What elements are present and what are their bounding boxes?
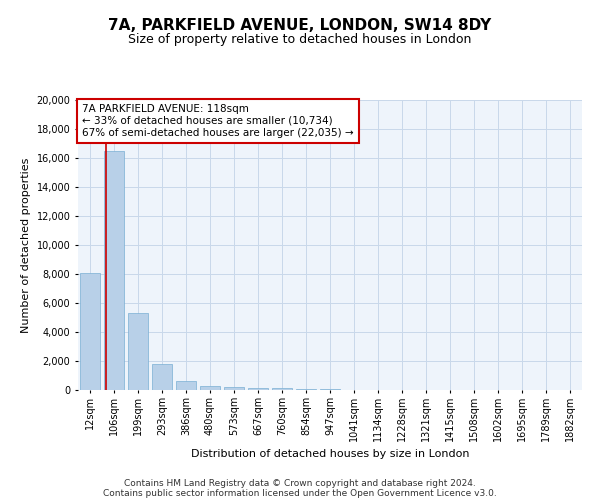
Bar	[200, 386, 220, 390]
Text: 7A PARKFIELD AVENUE: 118sqm
← 33% of detached houses are smaller (10,734)
67% of: 7A PARKFIELD AVENUE: 118sqm ← 33% of det…	[82, 104, 354, 138]
Bar	[80, 272, 100, 390]
Bar	[248, 388, 268, 390]
Bar	[296, 389, 316, 390]
Text: Contains HM Land Registry data © Crown copyright and database right 2024.: Contains HM Land Registry data © Crown c…	[124, 478, 476, 488]
Bar	[272, 388, 292, 390]
Y-axis label: Number of detached properties: Number of detached properties	[21, 158, 31, 332]
Text: Size of property relative to detached houses in London: Size of property relative to detached ho…	[128, 32, 472, 46]
Bar	[176, 380, 196, 390]
Bar	[104, 151, 124, 390]
Text: 7A, PARKFIELD AVENUE, LONDON, SW14 8DY: 7A, PARKFIELD AVENUE, LONDON, SW14 8DY	[109, 18, 491, 32]
Bar	[224, 387, 244, 390]
Text: Contains public sector information licensed under the Open Government Licence v3: Contains public sector information licen…	[103, 488, 497, 498]
Bar	[128, 313, 148, 390]
X-axis label: Distribution of detached houses by size in London: Distribution of detached houses by size …	[191, 450, 469, 460]
Bar	[152, 364, 172, 390]
